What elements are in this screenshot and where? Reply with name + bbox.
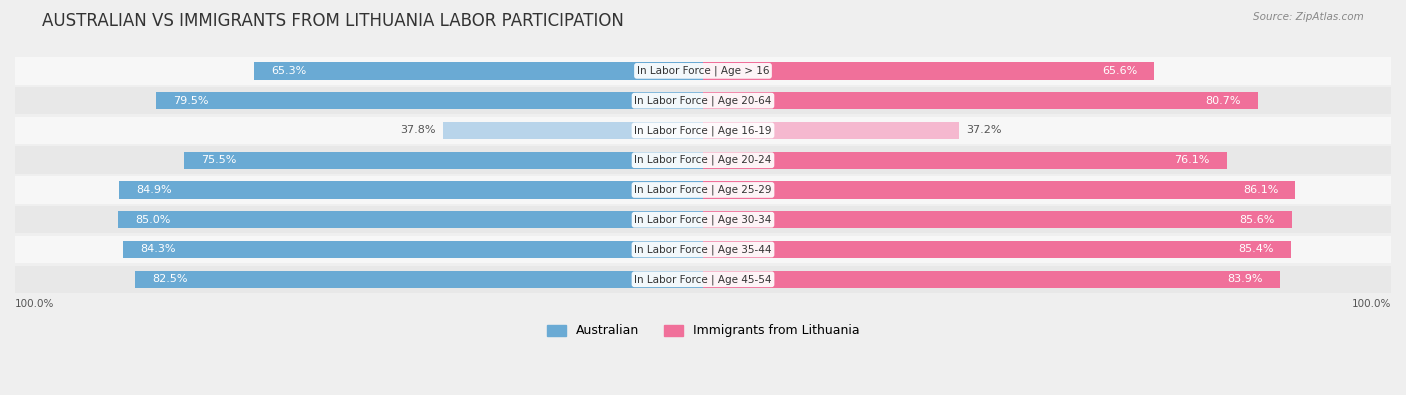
Bar xyxy=(253,62,703,79)
Bar xyxy=(135,271,703,288)
Bar xyxy=(703,92,1258,109)
Text: In Labor Force | Age 25-29: In Labor Force | Age 25-29 xyxy=(634,185,772,195)
Bar xyxy=(15,265,1391,293)
Legend: Australian, Immigrants from Lithuania: Australian, Immigrants from Lithuania xyxy=(541,320,865,342)
Bar xyxy=(15,176,1391,204)
Bar xyxy=(122,241,703,258)
Bar xyxy=(156,92,703,109)
Bar xyxy=(703,211,1292,228)
Text: 100.0%: 100.0% xyxy=(15,299,55,308)
Text: 82.5%: 82.5% xyxy=(153,274,188,284)
Text: 85.0%: 85.0% xyxy=(135,215,170,225)
Bar xyxy=(15,57,1391,85)
Text: 37.2%: 37.2% xyxy=(966,126,1001,135)
Bar xyxy=(443,122,703,139)
Text: 84.9%: 84.9% xyxy=(136,185,172,195)
Bar xyxy=(118,211,703,228)
Text: 75.5%: 75.5% xyxy=(201,155,236,165)
Text: 76.1%: 76.1% xyxy=(1174,155,1209,165)
Text: 84.3%: 84.3% xyxy=(141,245,176,254)
Text: In Labor Force | Age > 16: In Labor Force | Age > 16 xyxy=(637,66,769,76)
Bar xyxy=(703,62,1154,79)
Text: In Labor Force | Age 20-64: In Labor Force | Age 20-64 xyxy=(634,96,772,106)
Text: In Labor Force | Age 20-24: In Labor Force | Age 20-24 xyxy=(634,155,772,166)
Bar xyxy=(184,152,703,169)
Text: 65.3%: 65.3% xyxy=(271,66,307,76)
Bar xyxy=(15,87,1391,114)
Text: 80.7%: 80.7% xyxy=(1205,96,1241,105)
Bar xyxy=(15,236,1391,263)
Text: AUSTRALIAN VS IMMIGRANTS FROM LITHUANIA LABOR PARTICIPATION: AUSTRALIAN VS IMMIGRANTS FROM LITHUANIA … xyxy=(42,12,624,30)
Bar xyxy=(703,271,1281,288)
Bar xyxy=(15,147,1391,174)
Text: Source: ZipAtlas.com: Source: ZipAtlas.com xyxy=(1253,12,1364,22)
Text: 85.6%: 85.6% xyxy=(1239,215,1275,225)
Text: 86.1%: 86.1% xyxy=(1243,185,1278,195)
Text: 37.8%: 37.8% xyxy=(401,126,436,135)
Text: In Labor Force | Age 45-54: In Labor Force | Age 45-54 xyxy=(634,274,772,284)
Bar xyxy=(703,122,959,139)
Bar xyxy=(120,181,703,199)
Text: 85.4%: 85.4% xyxy=(1237,245,1274,254)
Text: In Labor Force | Age 30-34: In Labor Force | Age 30-34 xyxy=(634,214,772,225)
Text: 79.5%: 79.5% xyxy=(173,96,208,105)
Text: In Labor Force | Age 16-19: In Labor Force | Age 16-19 xyxy=(634,125,772,135)
Text: 65.6%: 65.6% xyxy=(1102,66,1137,76)
Text: 83.9%: 83.9% xyxy=(1227,274,1263,284)
Bar xyxy=(703,181,1295,199)
Bar xyxy=(703,241,1291,258)
Text: In Labor Force | Age 35-44: In Labor Force | Age 35-44 xyxy=(634,244,772,255)
Text: 100.0%: 100.0% xyxy=(1351,299,1391,308)
Bar xyxy=(15,206,1391,233)
Bar xyxy=(15,117,1391,144)
Bar xyxy=(703,152,1226,169)
